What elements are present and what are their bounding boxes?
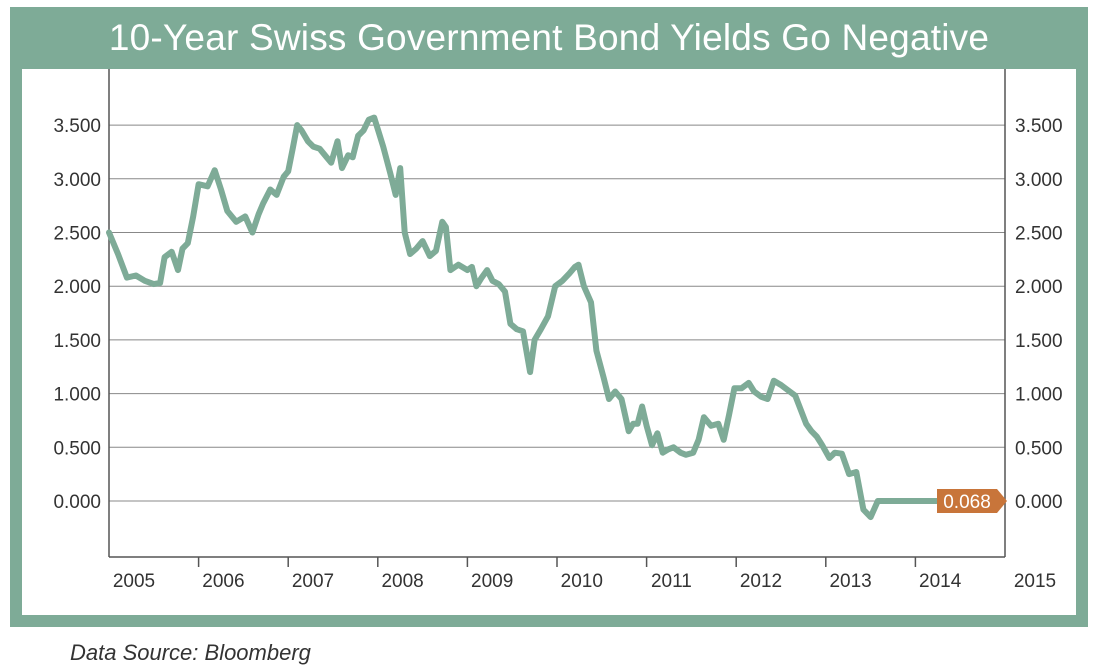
y-tick-label-left: 3.000 [53, 170, 101, 191]
y-tick-label-right: 2.500 [1015, 224, 1063, 245]
y-tick-label-right: 3.000 [1015, 170, 1063, 191]
chart-panel: 0.000 0.000 0.500 0.500 1.000 1.000 1.500 1.500… [22, 69, 1076, 615]
y-tick-label-right: 0.000 [1015, 492, 1063, 513]
line-chart: 0.000 0.000 0.500 0.500 1.000 1.000 1.500 1.500… [53, 69, 1063, 592]
x-tick-label: 2011 [651, 571, 692, 592]
x-tick-label: 2015 [1014, 571, 1056, 592]
chart-title: 10-Year Swiss Government Bond Yields Go … [108, 17, 990, 58]
x-tick-label: 2007 [292, 571, 334, 592]
y-tick-label-left: 3.500 [53, 116, 101, 137]
data-source-note: Data Source: Bloomberg [70, 640, 311, 665]
x-tick-label: 2006 [202, 571, 244, 592]
x-tick-label: 2008 [381, 571, 423, 592]
x-tick-label: 2012 [740, 571, 782, 592]
x-tick-label: 2009 [471, 571, 513, 592]
y-tick-label-right: 2.000 [1015, 277, 1063, 298]
y-tick-label-left: 0.000 [53, 492, 101, 513]
y-tick-label-left: 2.500 [53, 224, 101, 245]
latest-value-label: 0.068 [943, 492, 991, 513]
latest-value-marker [937, 489, 1007, 513]
y-tick-label-right: 0.500 [1015, 438, 1063, 459]
chart-frame: 10-Year Swiss Government Bond Yields Go … [10, 7, 1088, 627]
y-tick-label-right: 1.500 [1015, 331, 1063, 352]
y-tick-label-left: 1.000 [53, 385, 101, 406]
y-tick-label-right: 3.500 [1015, 116, 1063, 137]
x-tick-label: 2005 [113, 571, 155, 592]
y-tick-label-left: 1.500 [53, 331, 101, 352]
y-tick-label-left: 2.000 [53, 277, 101, 298]
x-tick-label: 2010 [561, 571, 603, 592]
y-tick-label-right: 1.000 [1015, 385, 1063, 406]
x-tick-label: 2014 [919, 571, 962, 592]
y-tick-label-left: 0.500 [53, 438, 101, 459]
x-tick-label: 2013 [829, 571, 871, 592]
yield-series-line [106, 114, 1004, 521]
